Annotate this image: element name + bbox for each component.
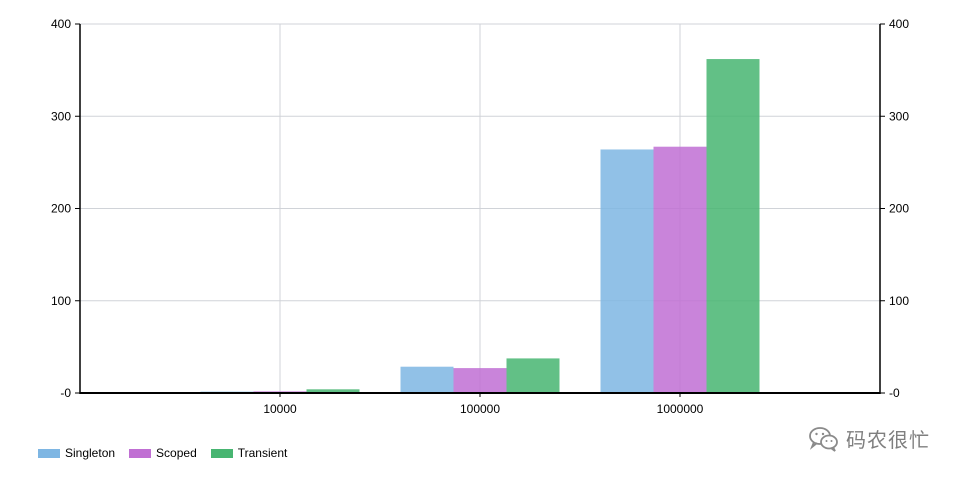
bar-scoped-100000 (453, 368, 507, 393)
y-tick-label-right: 400 (889, 17, 909, 31)
y-tick-label-left: -0 (60, 386, 71, 400)
y-tick-label-left: 200 (51, 202, 71, 216)
bar-singleton-1000000 (600, 149, 654, 393)
x-tick-label: 10000 (263, 402, 297, 416)
legend-item-transient: Transient (210, 446, 288, 460)
legend-swatch-singleton (38, 448, 60, 458)
legend-label-singleton: Singleton (65, 446, 116, 460)
bar-layer (200, 59, 760, 394)
legend-swatch-transient (210, 448, 233, 458)
bar-scoped-1000000 (653, 146, 707, 393)
y-tick-label-right: 300 (889, 109, 909, 123)
legend-swatch-scoped (129, 448, 152, 458)
bar-singleton-100000 (400, 366, 454, 393)
y-tick-label-right: 100 (889, 294, 909, 308)
watermark-text: 码农很忙 (846, 430, 930, 452)
x-tick-label: 100000 (460, 402, 500, 416)
x-tick-label: 1000000 (657, 402, 704, 416)
y-tick-label-right: 200 (889, 202, 909, 216)
wechat-icon (809, 426, 838, 452)
y-tick-label-right: -0 (889, 386, 900, 400)
y-tick-label-left: 300 (51, 109, 71, 123)
legend-label-scoped: Scoped (156, 446, 197, 460)
bar-transient-1000000 (706, 59, 760, 394)
y-tick-label-left: 100 (51, 294, 71, 308)
axis-layer: -0 -0 100 100 200 200 300 300 400 400 10000 100000 1… (51, 17, 909, 416)
grid-layer (80, 23, 880, 393)
legend-label-transient: Transient (237, 446, 288, 460)
legend-item-scoped: Scoped (129, 446, 197, 460)
legend: Singleton Scoped Transient (38, 446, 301, 460)
y-tick-label-left: 400 (51, 17, 71, 31)
bar-transient-10000 (306, 389, 360, 393)
bar-transient-100000 (506, 358, 560, 393)
watermark: 码农很忙 (808, 424, 930, 453)
legend-item-singleton: Singleton (38, 446, 115, 460)
